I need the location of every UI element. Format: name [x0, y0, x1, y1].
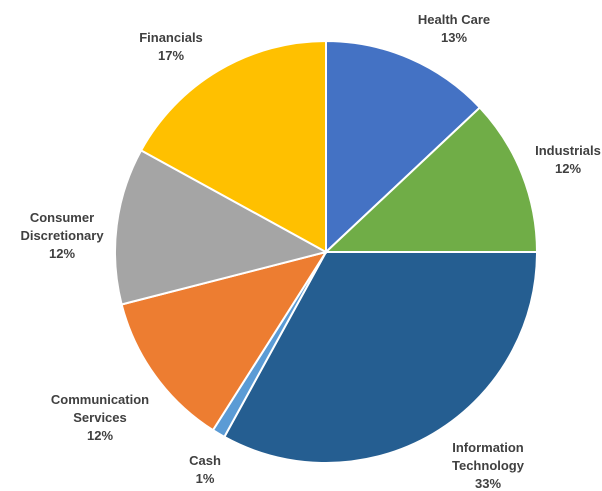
slice-label: Information Technology 33% [443, 439, 533, 491]
pie-slice [323, 106, 539, 253]
category-label: Health Care [417, 12, 491, 27]
slice-label: Cash 1% [175, 452, 235, 488]
value-label: 13% [440, 30, 468, 45]
slice-label: Communication Services 12% [44, 391, 156, 445]
pie-slice [139, 39, 327, 254]
value-label: 1% [195, 471, 215, 486]
category-label: Cash [189, 453, 221, 468]
value-label: 12% [48, 246, 76, 261]
category-label: Communication Services [50, 392, 150, 425]
value-label: 17% [157, 48, 185, 63]
category-label: Financials [139, 30, 203, 45]
category-label: Information Technology [452, 440, 524, 473]
pie-slice [222, 251, 539, 464]
value-label: 12% [554, 161, 582, 176]
slice-label: Health Care 13% [394, 11, 514, 47]
value-label: 33% [474, 476, 502, 491]
value-label: 12% [86, 428, 114, 443]
category-label: Consumer Discretionary [20, 210, 104, 243]
slice-label: Industrials 12% [523, 142, 602, 178]
pie-slice [325, 39, 482, 255]
slice-label: Financials 17% [121, 29, 221, 65]
pie-slice [120, 250, 329, 432]
pie-slice [114, 148, 329, 306]
slice-label: Consumer Discretionary 12% [12, 209, 112, 263]
category-label: Industrials [535, 143, 601, 158]
